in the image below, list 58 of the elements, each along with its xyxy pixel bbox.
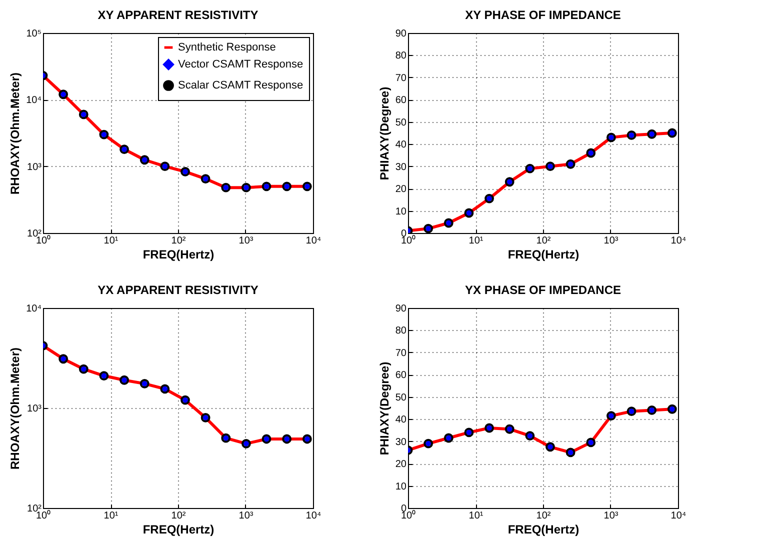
x-tick-label: 10¹ xyxy=(468,510,484,522)
x-axis-title: FREQ(Hertz) xyxy=(508,522,580,536)
y-tick-label: 10⁴ xyxy=(26,304,42,314)
x-tick-label: 10⁰ xyxy=(400,510,416,522)
chart-title: YX PHASE OF IMPEDANCE xyxy=(464,283,622,297)
y-tick-label: 60 xyxy=(395,95,407,106)
x-tick-label: 10² xyxy=(536,510,552,522)
x-tick-label: 10⁴ xyxy=(670,236,686,246)
x-tick-label: 10⁰ xyxy=(400,234,416,246)
x-tick-label: 10² xyxy=(171,510,186,522)
y-tick-label: 40 xyxy=(395,414,407,426)
y-tick-label: 90 xyxy=(395,28,407,40)
legend-label: Vector CSAMT Response xyxy=(178,58,304,70)
y-tick-label: 10 xyxy=(395,206,407,218)
y-tick-label: 90 xyxy=(395,304,407,314)
y-axis-title: PHIAXY(Degree) xyxy=(377,362,392,456)
x-tick-label: 10² xyxy=(171,236,186,246)
y-axis-title: PHIAXY(Degree) xyxy=(377,86,392,180)
y-axis-title: RHOAXY(Ohm.Meter) xyxy=(8,347,22,470)
x-tick-label: 10⁰ xyxy=(36,234,52,246)
y-tick-label: 50 xyxy=(395,117,407,128)
chart-title: XY APPARENT RESISTIVITY xyxy=(98,8,258,22)
x-tick-label: 10⁰ xyxy=(36,510,52,522)
x-tick-label: 10¹ xyxy=(104,510,119,522)
y-tick-label: 80 xyxy=(395,326,407,337)
x-tick-label: 10⁴ xyxy=(306,236,322,246)
x-tick-label: 10¹ xyxy=(104,236,119,246)
y-tick-label: 60 xyxy=(395,370,407,382)
y-tick-label: 40 xyxy=(395,140,407,151)
x-tick-label: 10² xyxy=(536,236,552,246)
x-tick-label: 10¹ xyxy=(468,236,484,246)
y-tick-label: 10⁴ xyxy=(26,95,42,106)
y-tick-label: 10³ xyxy=(27,404,42,414)
chart-title: YX APPARENT RESISTIVITY xyxy=(98,283,258,297)
x-axis-title: FREQ(Hertz) xyxy=(508,248,580,262)
y-tick-label: 30 xyxy=(395,436,407,448)
y-tick-label: 10 xyxy=(395,481,407,492)
x-tick-label: 10⁴ xyxy=(670,510,686,522)
y-tick-label: 70 xyxy=(395,348,407,359)
y-tick-label: 80 xyxy=(395,50,407,62)
y-tick-label: 70 xyxy=(395,72,407,84)
y-tick-label: 10⁵ xyxy=(26,28,42,40)
y-tick-label: 30 xyxy=(395,162,407,173)
x-tick-label: 10⁴ xyxy=(306,510,322,522)
legend-label: Synthetic Response xyxy=(178,42,276,54)
chart-title: XY PHASE OF IMPEDANCE xyxy=(465,8,621,22)
y-tick-label: 20 xyxy=(395,459,407,470)
y-tick-label: 50 xyxy=(395,392,407,404)
y-tick-label: 20 xyxy=(395,184,407,196)
y-axis-title: RHOAXY(Ohm.Meter) xyxy=(8,72,22,195)
y-tick-label: 10³ xyxy=(27,162,42,173)
x-axis-title: FREQ(Hertz) xyxy=(142,522,214,536)
x-axis-title: FREQ(Hertz) xyxy=(142,248,214,262)
x-tick-label: 10³ xyxy=(604,236,619,246)
legend-label: Scalar CSAMT Response xyxy=(178,80,304,92)
x-tick-label: 10³ xyxy=(238,510,254,522)
x-tick-label: 10³ xyxy=(604,510,619,522)
x-tick-label: 10³ xyxy=(238,236,254,246)
